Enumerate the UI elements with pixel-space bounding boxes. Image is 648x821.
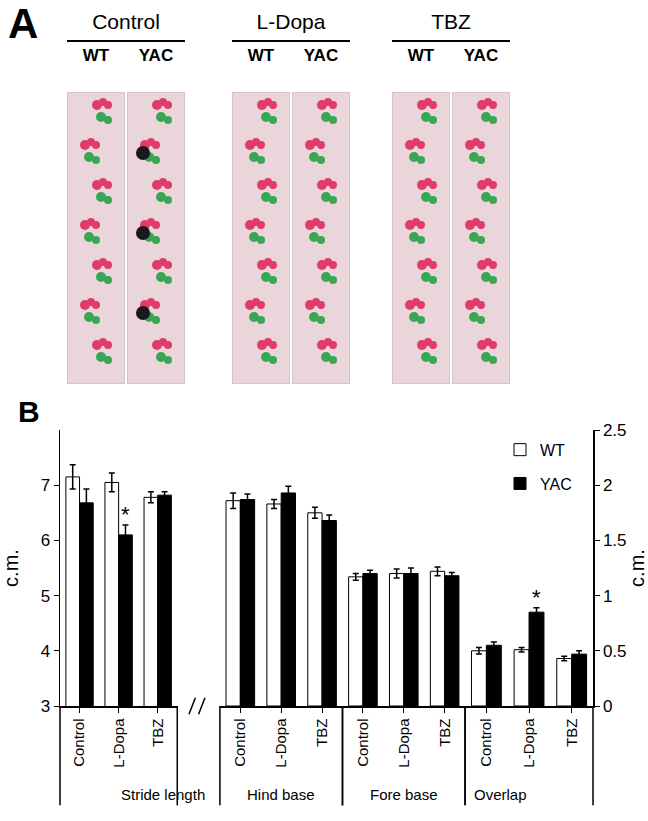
- svg-text:Fore base: Fore base: [370, 786, 438, 803]
- svg-text:Control: Control: [70, 719, 87, 767]
- svg-text:YAC: YAC: [540, 476, 572, 493]
- html-text:A: A: [8, 0, 39, 47]
- svg-text:3: 3: [41, 697, 50, 716]
- svg-text:6: 6: [41, 531, 50, 550]
- svg-text:2: 2: [603, 476, 612, 495]
- svg-text:Stride length: Stride length: [121, 786, 205, 803]
- svg-text:*: *: [121, 502, 130, 527]
- svg-text:5: 5: [41, 587, 50, 606]
- svg-text:TBZ: TBZ: [313, 719, 330, 747]
- html-text:WT: WT: [407, 46, 435, 65]
- html-text:YAC: YAC: [303, 46, 339, 65]
- svg-text:*: *: [532, 585, 541, 610]
- svg-text:TBZ: TBZ: [563, 719, 580, 747]
- svg-text:L-Dopa: L-Dopa: [520, 718, 537, 768]
- svg-text:0: 0: [603, 697, 612, 716]
- html-text:YAC: YAC: [463, 46, 499, 65]
- svg-text:Control: Control: [231, 719, 248, 767]
- html-text:Control: Control: [92, 10, 160, 33]
- svg-text:TBZ: TBZ: [436, 719, 453, 747]
- svg-text:4: 4: [41, 642, 50, 661]
- svg-text:1: 1: [603, 587, 612, 606]
- svg-text:Hind base: Hind base: [247, 786, 315, 803]
- svg-text:L-Dopa: L-Dopa: [395, 718, 412, 768]
- svg-text:Control: Control: [354, 719, 371, 767]
- html-text:TBZ: TBZ: [431, 10, 471, 33]
- svg-text:L-Dopa: L-Dopa: [272, 718, 289, 768]
- svg-text:c.m.: c.m.: [0, 549, 22, 587]
- svg-text:2.5: 2.5: [603, 421, 627, 440]
- html-text:WT: WT: [82, 46, 110, 65]
- svg-text:B: B: [18, 395, 40, 428]
- html-text:WT: WT: [247, 46, 275, 65]
- svg-text:7: 7: [41, 476, 50, 495]
- svg-text:Control: Control: [477, 719, 494, 767]
- html-text:L-Dopa: L-Dopa: [256, 10, 326, 33]
- svg-text:TBZ: TBZ: [149, 719, 166, 747]
- svg-text:1.5: 1.5: [603, 531, 627, 550]
- svg-text:c.m.: c.m.: [626, 549, 648, 587]
- html-text:YAC: YAC: [138, 46, 174, 65]
- svg-text:Overlap: Overlap: [474, 786, 527, 803]
- svg-text:WT: WT: [540, 442, 565, 459]
- svg-text:L-Dopa: L-Dopa: [110, 718, 127, 768]
- svg-text:0.5: 0.5: [603, 642, 627, 661]
